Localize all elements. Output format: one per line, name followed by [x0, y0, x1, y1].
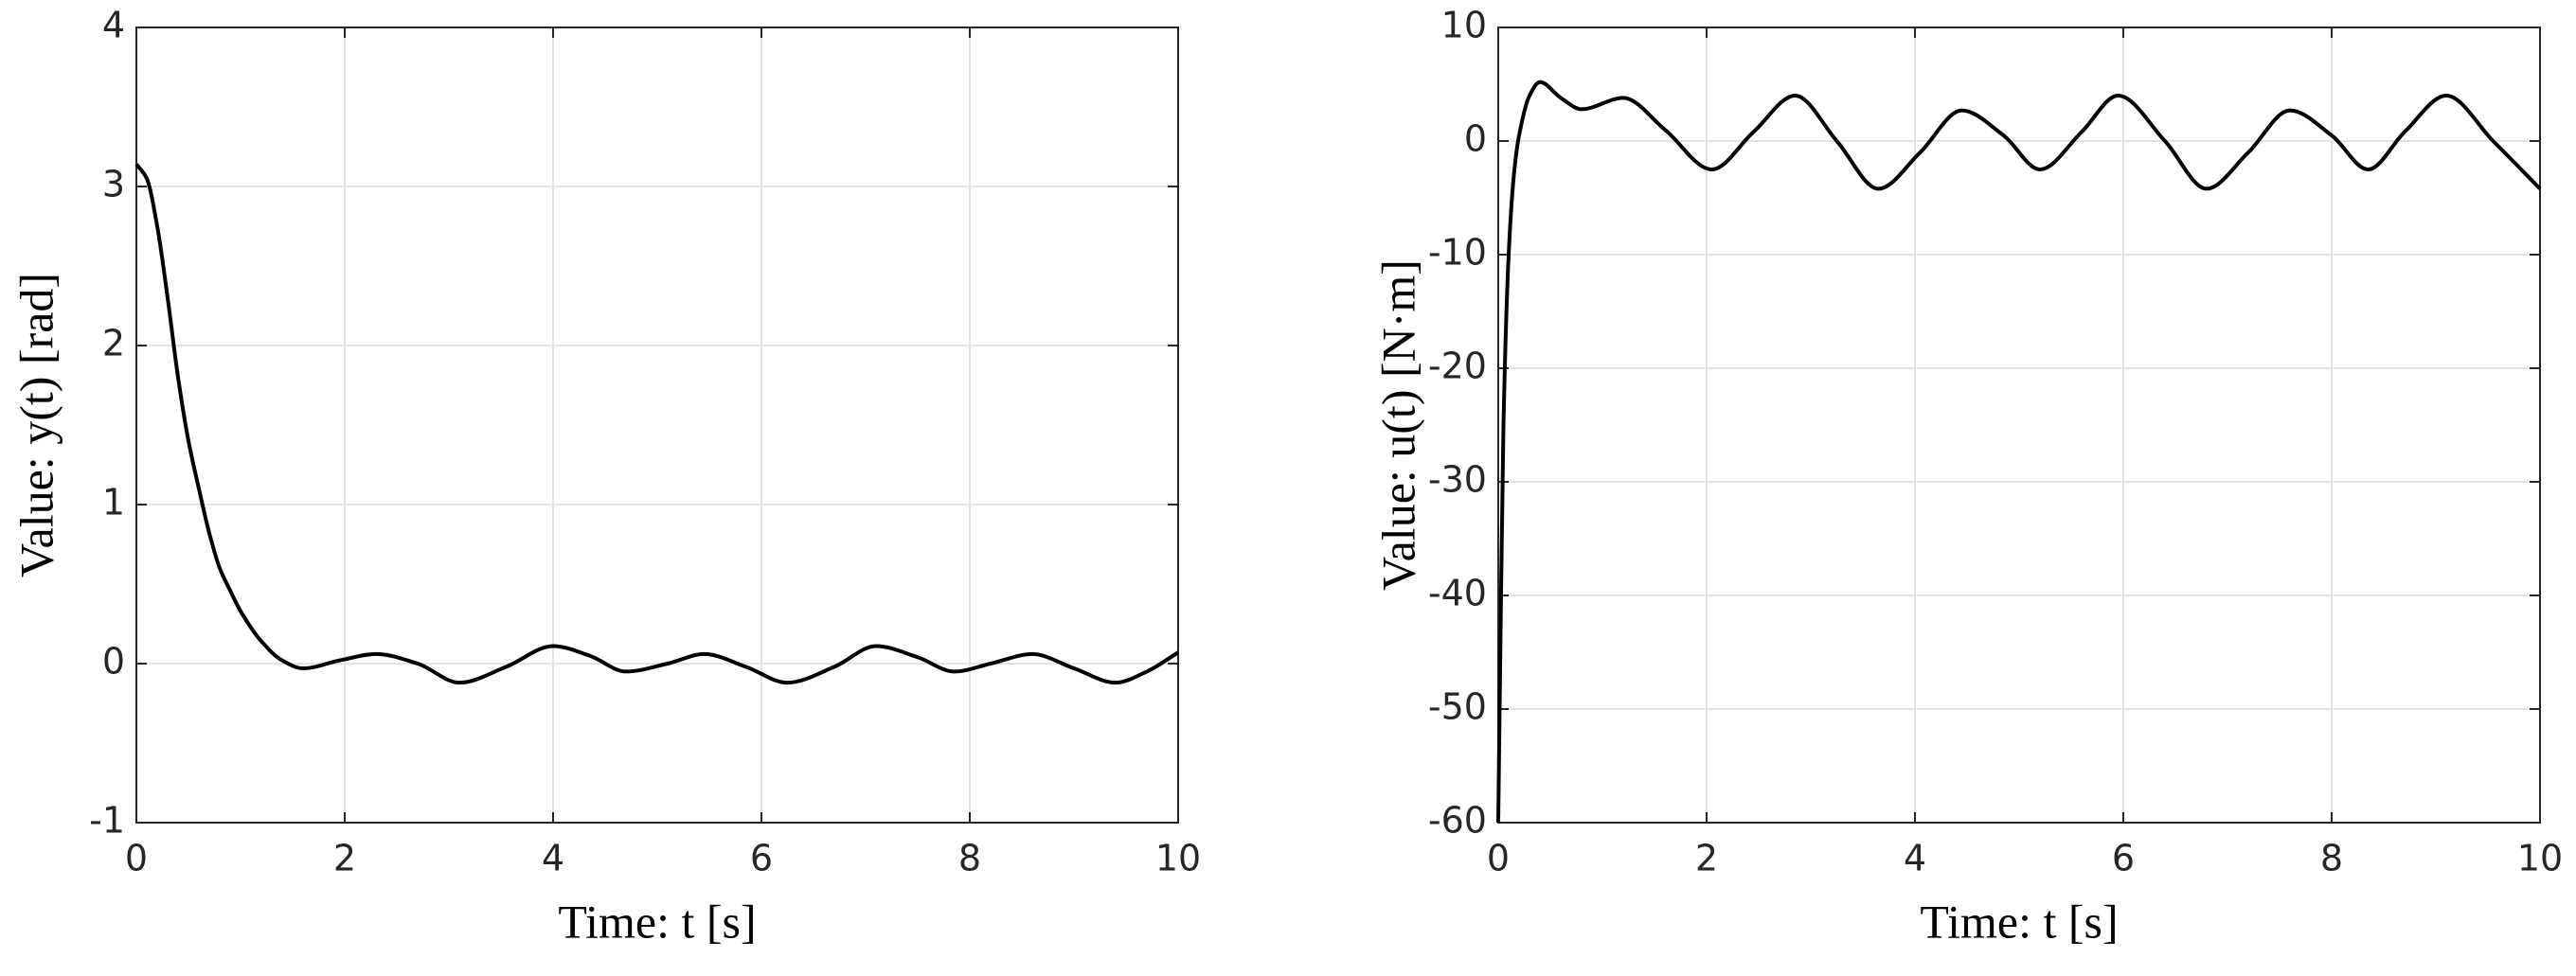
axes-box — [1497, 27, 2541, 824]
y-tick-label: -1 — [89, 800, 125, 842]
data-line — [134, 163, 1180, 685]
axes-box — [135, 27, 1179, 824]
x-tick-label: 4 — [542, 838, 564, 879]
x-tick-label: 0 — [125, 838, 148, 879]
x-tick-label: 2 — [333, 838, 356, 879]
y-tick-label: 3 — [102, 164, 125, 205]
x-tick-label: 6 — [750, 838, 773, 879]
y-tick-label: -40 — [1428, 573, 1487, 614]
y-tick-label: 1 — [102, 482, 125, 523]
y-tick-label: -10 — [1428, 232, 1487, 274]
y-tick-label: 0 — [102, 641, 125, 683]
y-tick-label: 10 — [1441, 5, 1487, 46]
x-axis-label: Time: t [s] — [1920, 895, 2118, 948]
y-tick-label: -30 — [1428, 459, 1487, 501]
x-tick-label: 8 — [2320, 838, 2343, 879]
data-line — [1496, 80, 2542, 824]
x-tick-label: 4 — [1904, 838, 1926, 879]
y-tick-label: 0 — [1464, 118, 1487, 160]
y-tick-label: -50 — [1428, 686, 1487, 728]
x-tick-label: 6 — [2112, 838, 2135, 879]
x-tick-label: 2 — [1695, 838, 1718, 879]
x-tick-label: 10 — [1155, 838, 1201, 879]
y-tick-label: 2 — [102, 323, 125, 364]
x-axis-label: Time: t [s] — [558, 895, 756, 948]
y-tick-label: -20 — [1428, 346, 1487, 387]
x-tick-label: 0 — [1487, 838, 1510, 879]
y-axis-label: Value: u(t) [N·m] — [1371, 259, 1424, 591]
y-tick-label: 4 — [102, 5, 125, 46]
y-axis-label: Value: y(t) [rad] — [9, 273, 63, 577]
y-tick-label: -60 — [1428, 800, 1487, 842]
x-tick-label: 8 — [958, 838, 981, 879]
x-tick-label: 10 — [2517, 838, 2563, 879]
